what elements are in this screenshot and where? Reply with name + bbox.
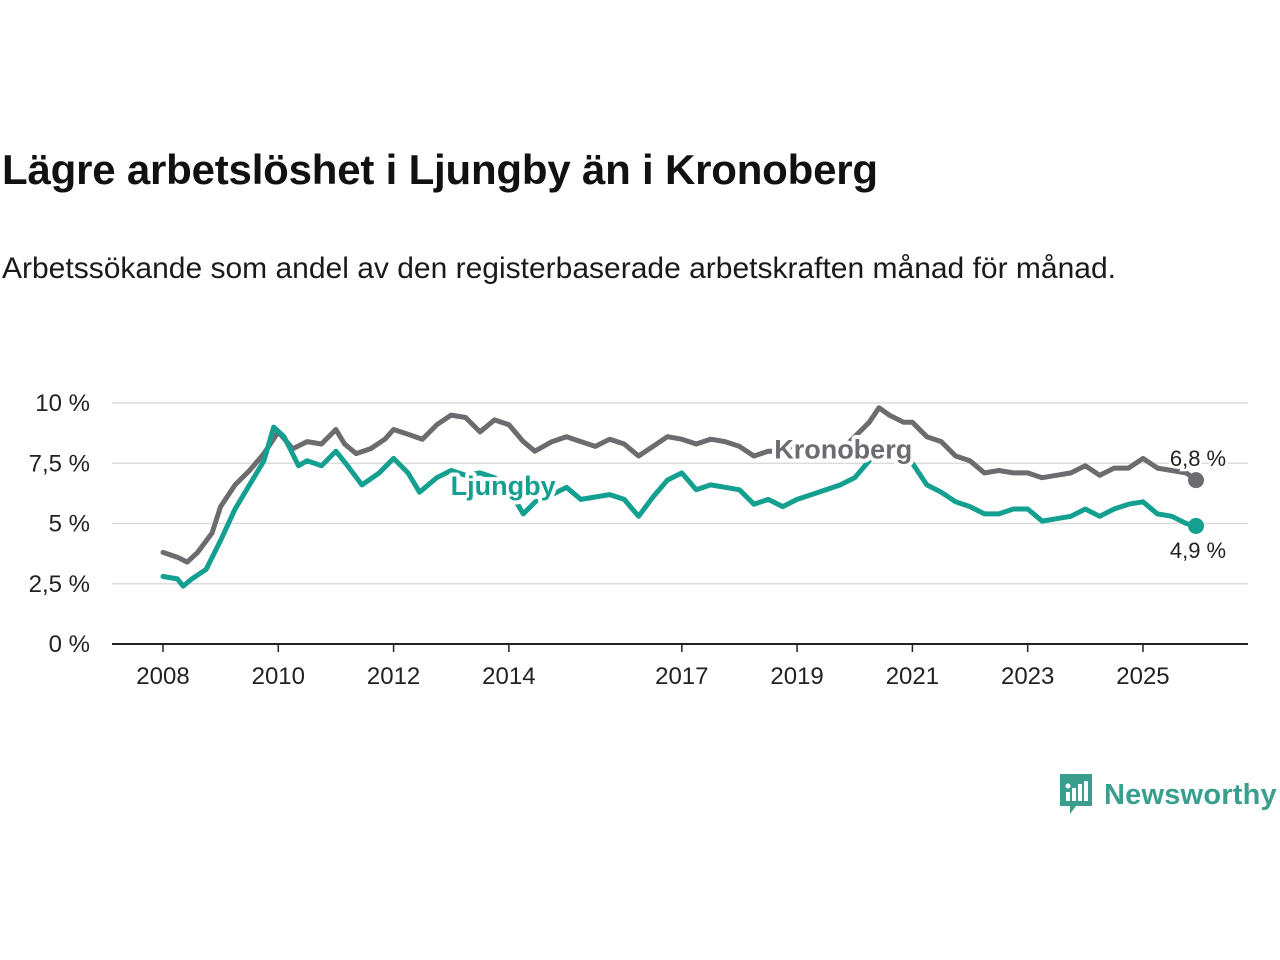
series-line-kronoberg	[160, 405, 1199, 565]
x-tick-label: 2010	[252, 663, 305, 690]
x-tick-label: 2025	[1116, 663, 1169, 690]
page-subtitle: Arbetssökande som andel av den registerb…	[2, 252, 1116, 285]
brand-name: Newsworthy	[1104, 778, 1277, 811]
end-value-label-kronoberg: 6,8 %	[1170, 446, 1226, 471]
y-tick-label: 7,5 %	[29, 450, 90, 477]
page-title: Lägre arbetslöshet i Ljungby än i Kronob…	[2, 146, 878, 193]
end-value-label-ljungby: 4,9 %	[1170, 538, 1226, 563]
y-tick-label: 10 %	[35, 390, 90, 417]
gridlines	[112, 402, 1248, 585]
end-point-kronoberg	[1188, 472, 1204, 489]
line-chart: 0 % 2,5 % 5 % 7,5 % 10 % 2008 2010 2012 2014 2017…	[29, 390, 1248, 690]
series-lines	[160, 405, 1204, 589]
series-label-kronoberg: Kronoberg	[774, 434, 912, 464]
x-tick-label: 2017	[655, 663, 708, 690]
axes: 0 % 2,5 % 5 % 7,5 % 10 % 2008 2010 2012 2014 2017…	[29, 390, 1248, 690]
end-point-ljungby	[1188, 517, 1204, 534]
y-tick-label: 0 %	[49, 631, 90, 658]
x-tick-label: 2014	[482, 663, 535, 690]
y-tick-label: 2,5 %	[29, 571, 90, 598]
series-line-ljungby	[160, 424, 1199, 589]
y-tick-label: 5 %	[49, 511, 90, 538]
newsworthy-logo-icon	[1060, 774, 1092, 814]
x-tick-label: 2023	[1001, 663, 1054, 690]
annotations: 6,8 % 4,9 % Kronoberg Ljungby	[447, 430, 1229, 565]
x-tick-label: 2012	[367, 663, 420, 690]
x-tick-label: 2008	[136, 663, 189, 690]
x-tick-label: 2019	[770, 663, 823, 690]
x-tick-label: 2021	[886, 663, 939, 690]
brand-logo[interactable]: Newsworthy	[1058, 772, 1277, 818]
series-label-ljungby: Ljungby	[451, 471, 556, 501]
